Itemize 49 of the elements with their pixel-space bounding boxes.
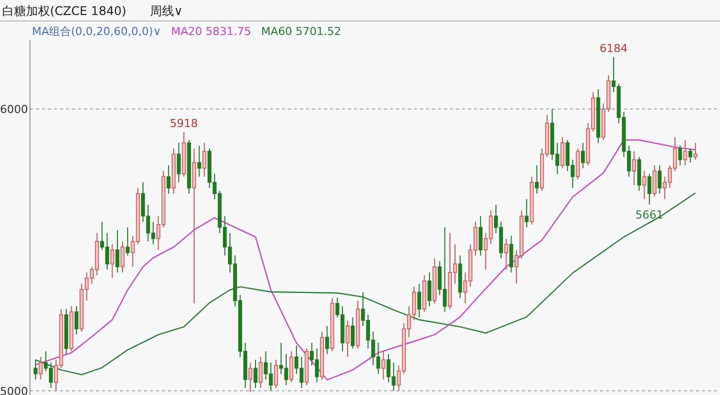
chart-subtitle: 周线∨ <box>150 4 183 18</box>
candlestick <box>274 359 278 388</box>
candlestick <box>580 142 585 169</box>
candlestick <box>346 320 350 358</box>
line-series <box>34 139 696 380</box>
candlestick <box>176 142 181 183</box>
candlestick <box>524 198 529 228</box>
candlestick <box>120 240 124 273</box>
candlestick <box>417 283 422 318</box>
line-series <box>34 192 696 376</box>
annotation: 5661 <box>635 208 664 222</box>
candlestick <box>110 244 114 279</box>
candlestick <box>34 359 38 380</box>
chart-title: 白糖加权(CZCE 1840) <box>2 4 126 18</box>
text: MA20 5831.75 <box>171 25 252 38</box>
candlestick <box>115 230 120 273</box>
y-tick-label: 5000 <box>0 384 28 395</box>
candlestick <box>642 170 646 200</box>
candlestick <box>325 325 330 355</box>
candlestick <box>428 272 432 307</box>
candlestick <box>289 350 294 383</box>
annotation: 5918 <box>170 117 198 130</box>
candlestick <box>694 142 698 160</box>
candlestick <box>509 235 514 273</box>
candlestick <box>647 173 652 206</box>
annotation: 6184 <box>600 42 628 56</box>
candlestick <box>248 362 252 393</box>
candlestick <box>678 145 682 166</box>
candlestick <box>126 226 130 256</box>
candlestick <box>560 136 564 169</box>
y-tick-label: 6000 <box>0 103 28 116</box>
candlestick <box>74 306 78 335</box>
candlestick <box>38 356 43 380</box>
candlestick <box>652 164 656 197</box>
candlestick <box>166 164 170 194</box>
candlestick <box>478 216 483 256</box>
candlestick <box>202 142 206 178</box>
candlestick <box>350 317 355 350</box>
candlestick <box>632 150 636 186</box>
candlestick <box>534 164 539 194</box>
legend-title: MA组合(0,0,20,60,0,0)∨ <box>32 25 162 38</box>
candlestick <box>258 356 263 388</box>
candlestick <box>658 164 662 194</box>
candlestick <box>504 238 508 270</box>
text: MA60 5701.52 <box>261 25 342 38</box>
candlestick <box>381 350 386 380</box>
candlestick <box>254 359 258 388</box>
candlestick <box>197 145 202 178</box>
candlestick <box>688 148 692 164</box>
